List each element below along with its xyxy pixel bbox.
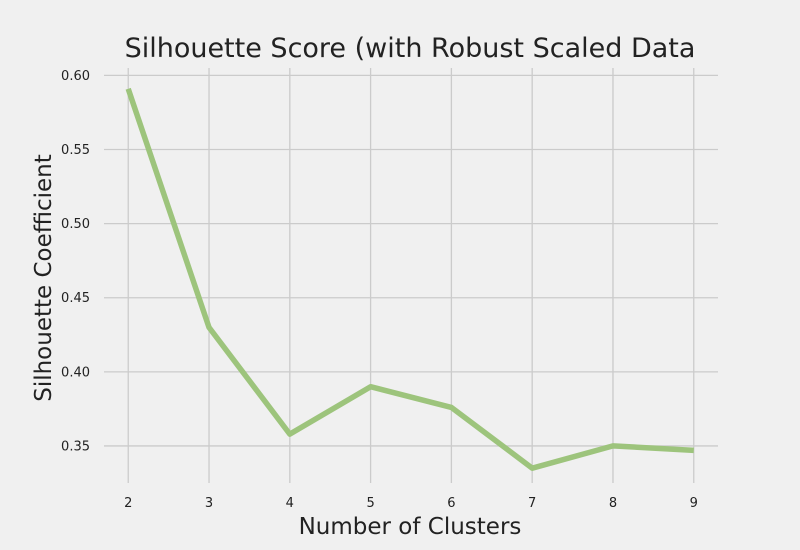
x-tick-label: 3 — [205, 496, 213, 511]
x-tick-label: 2 — [124, 496, 132, 511]
x-tick-label: 9 — [690, 496, 698, 511]
y-tick-label: 0.55 — [61, 143, 90, 158]
y-tick-label: 0.45 — [61, 291, 90, 306]
tick-labels: 2 3 4 5 6 7 8 9 0.35 0.40 0.45 0.50 0.55 0.60 — [61, 69, 698, 511]
x-tick-label: 6 — [447, 496, 455, 511]
series-line — [125, 87, 694, 471]
x-tick-label: 7 — [528, 496, 536, 511]
x-tick-label: 8 — [609, 496, 617, 511]
y-tick-label: 0.40 — [61, 365, 90, 380]
grid — [104, 68, 718, 483]
y-tick-label: 0.60 — [61, 69, 90, 84]
x-tick-label: 4 — [286, 496, 294, 511]
y-axis-label: Silhouette Coefficient — [31, 154, 57, 402]
series — [125, 87, 694, 471]
x-tick-label: 5 — [366, 496, 374, 511]
x-axis-label: Number of Clusters — [299, 514, 522, 540]
y-tick-label: 0.50 — [61, 217, 90, 232]
chart-title: Silhouette Score (with Robust Scaled Dat… — [125, 33, 696, 64]
y-tick-label: 0.35 — [61, 439, 90, 454]
